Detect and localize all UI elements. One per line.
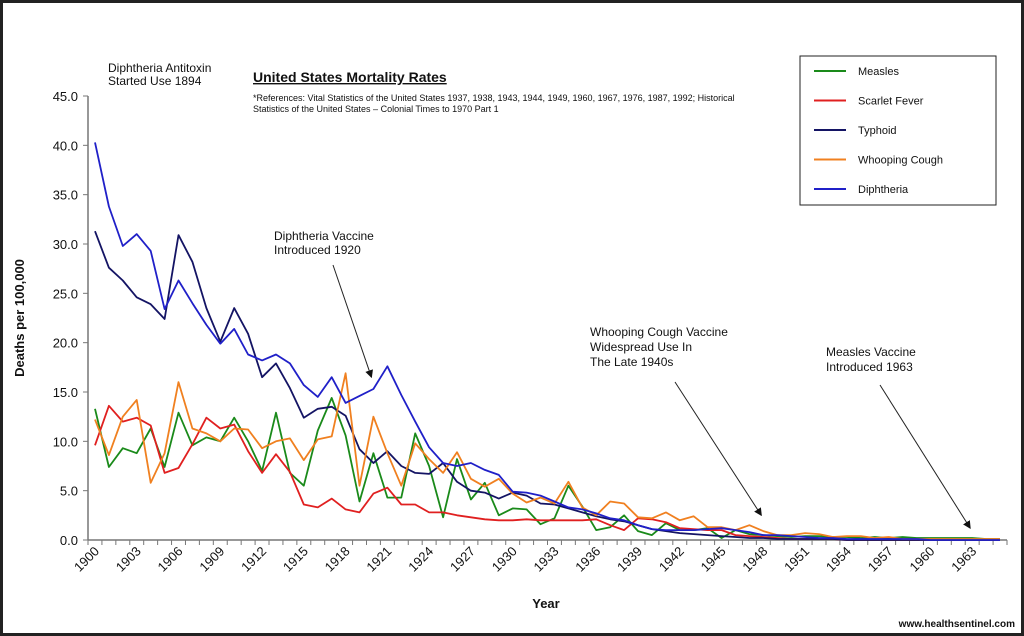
annotation-text: Introduced 1963 bbox=[826, 360, 913, 374]
x-tick-label: 1933 bbox=[531, 544, 562, 575]
x-tick-label: 1915 bbox=[280, 544, 311, 575]
y-tick-label: 25.0 bbox=[53, 286, 78, 301]
legend-label: Scarlet Fever bbox=[858, 96, 924, 108]
annotation-text: The Late 1940s bbox=[590, 355, 673, 369]
annotation-text: Diphtheria Antitoxin bbox=[108, 61, 211, 75]
annotation-arrow bbox=[332, 264, 373, 379]
annotation-arrow bbox=[879, 384, 971, 530]
chart-title: United States Mortality Rates bbox=[253, 69, 447, 85]
legend-label: Whooping Cough bbox=[858, 155, 943, 167]
x-tick-label: 1948 bbox=[739, 544, 770, 575]
y-tick-label: 0.0 bbox=[60, 533, 78, 548]
y-tick-label: 5.0 bbox=[60, 484, 78, 499]
x-tick-label: 1963 bbox=[948, 544, 979, 575]
series-line-typhoid bbox=[94, 230, 1000, 541]
y-tick-label: 40.0 bbox=[53, 138, 78, 153]
x-axis-label: Year bbox=[532, 596, 559, 611]
x-tick-label: 1945 bbox=[698, 544, 729, 575]
y-tick-label: 30.0 bbox=[53, 237, 78, 252]
legend-label: Measles bbox=[858, 66, 899, 78]
x-tick-label: 1909 bbox=[196, 544, 227, 575]
series-line-whooping-cough bbox=[94, 372, 1000, 540]
y-tick-label: 10.0 bbox=[53, 434, 78, 449]
x-tick-label: 1918 bbox=[322, 544, 353, 575]
x-tick-label: 1924 bbox=[405, 544, 436, 575]
x-tick-label: 1900 bbox=[71, 544, 102, 575]
legend-label: Typhoid bbox=[858, 125, 897, 137]
annotation-text: Diphtheria Vaccine bbox=[274, 229, 374, 243]
chart-subtitle-line-1: *References: Vital Statistics of the Uni… bbox=[253, 93, 735, 103]
annotation-text: Whooping Cough Vaccine bbox=[590, 325, 728, 339]
x-tick-label: 1954 bbox=[823, 544, 854, 575]
legend-label: Diphtheria bbox=[858, 184, 909, 196]
series-line-diphtheria bbox=[94, 142, 1000, 541]
x-tick-label: 1930 bbox=[489, 544, 520, 575]
annotation-text: Widespread Use In bbox=[590, 340, 692, 354]
x-tick-label: 1921 bbox=[363, 544, 394, 575]
series-line-measles bbox=[94, 396, 1000, 540]
x-tick-label: 1942 bbox=[656, 544, 687, 575]
annotation-text: Measles Vaccine bbox=[826, 345, 916, 359]
y-tick-label: 35.0 bbox=[53, 188, 78, 203]
y-tick-label: 45.0 bbox=[53, 89, 78, 104]
annotation-text: Introduced 1920 bbox=[274, 243, 361, 257]
series-line-scarlet-fever bbox=[94, 404, 1000, 541]
x-tick-label: 1903 bbox=[113, 544, 144, 575]
x-tick-label: 1951 bbox=[781, 544, 812, 575]
annotation-arrow bbox=[674, 381, 762, 517]
x-tick-label: 1957 bbox=[865, 544, 896, 575]
x-tick-label: 1927 bbox=[447, 544, 478, 575]
y-axis-label: Deaths per 100,000 bbox=[12, 259, 27, 377]
chart-subtitle-line-2: Statistics of the United States – Coloni… bbox=[253, 104, 499, 114]
y-tick-label: 20.0 bbox=[53, 336, 78, 351]
x-tick-label: 1936 bbox=[572, 544, 603, 575]
y-tick-label: 15.0 bbox=[53, 385, 78, 400]
x-tick-label: 1939 bbox=[614, 544, 645, 575]
annotation-text: Started Use 1894 bbox=[108, 74, 202, 88]
x-tick-label: 1906 bbox=[155, 544, 186, 575]
x-tick-label: 1912 bbox=[238, 544, 269, 575]
watermark: www.healthsentinel.com bbox=[898, 619, 1015, 630]
x-tick-label: 1960 bbox=[906, 544, 937, 575]
